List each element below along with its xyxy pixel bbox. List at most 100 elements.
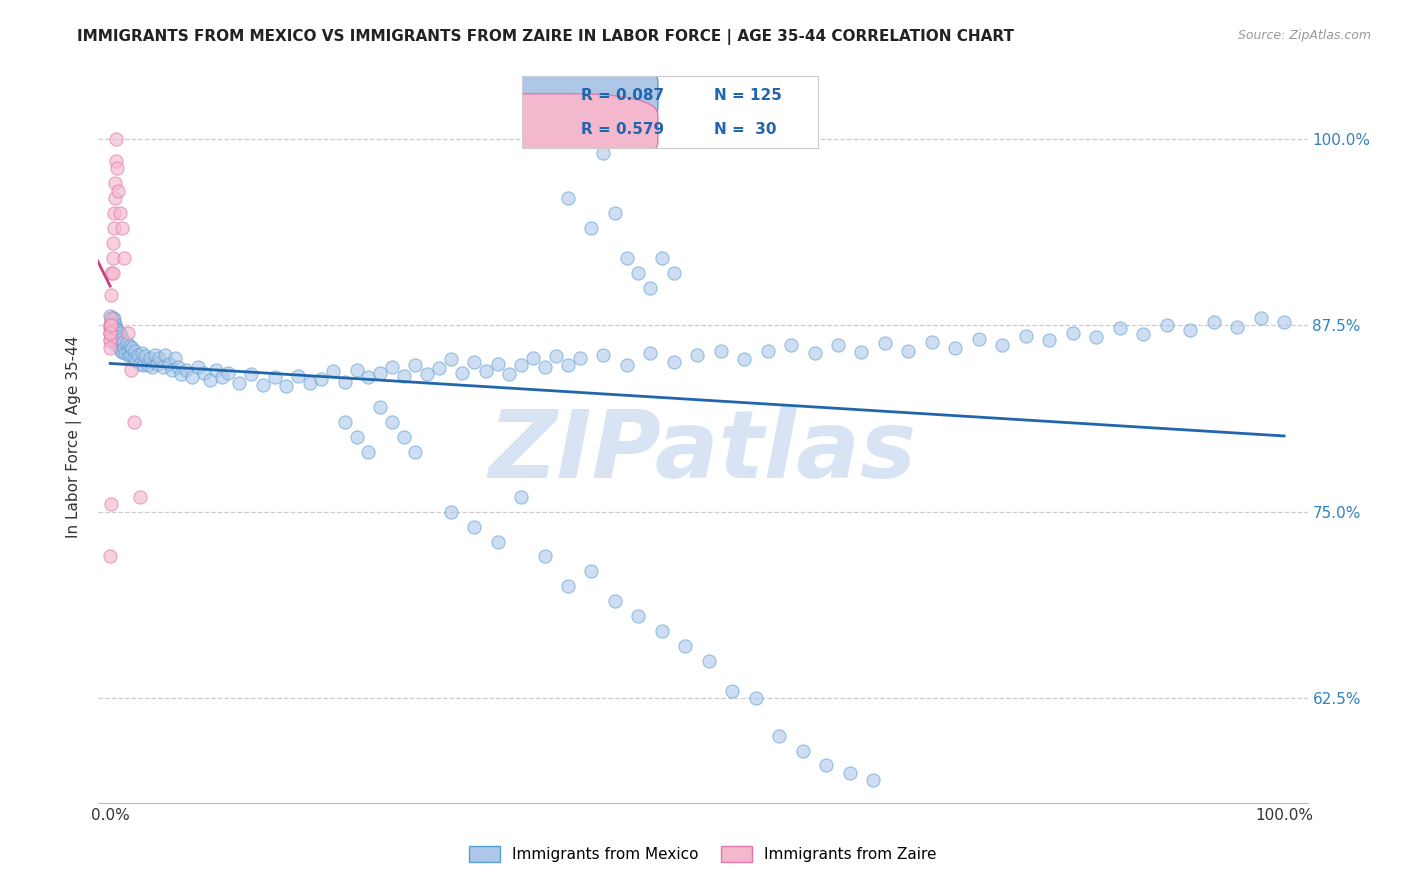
- Point: [128, 357, 150, 371]
- Point: [592, 146, 614, 161]
- Point: [143, 348, 166, 362]
- Point: [105, 323, 128, 337]
- Point: [568, 351, 591, 365]
- Point: [368, 366, 391, 380]
- Point: [851, 345, 873, 359]
- Point: [152, 359, 174, 374]
- Point: [112, 341, 135, 355]
- Point: [115, 336, 138, 351]
- Text: Source: ZipAtlas.com: Source: ZipAtlas.com: [1237, 29, 1371, 42]
- Point: [697, 654, 720, 668]
- Point: [128, 490, 150, 504]
- Point: [780, 337, 803, 351]
- Point: [120, 339, 142, 353]
- Point: [117, 326, 139, 340]
- Point: [122, 415, 145, 429]
- Point: [381, 359, 404, 374]
- Point: [193, 366, 215, 380]
- Point: [873, 336, 896, 351]
- Point: [439, 352, 461, 367]
- Point: [98, 318, 121, 332]
- Point: [710, 343, 733, 358]
- Point: [100, 310, 122, 325]
- Point: [107, 336, 129, 351]
- Point: [404, 359, 426, 373]
- Point: [486, 357, 509, 371]
- Point: [651, 624, 673, 639]
- Point: [603, 206, 626, 220]
- Point: [756, 343, 779, 358]
- Point: [616, 359, 638, 373]
- Text: IMMIGRANTS FROM MEXICO VS IMMIGRANTS FROM ZAIRE IN LABOR FORCE | AGE 35-44 CORRE: IMMIGRANTS FROM MEXICO VS IMMIGRANTS FRO…: [77, 29, 1014, 45]
- Point: [98, 341, 121, 355]
- Point: [111, 221, 134, 235]
- Point: [120, 363, 142, 377]
- Point: [98, 309, 121, 323]
- Point: [114, 346, 136, 360]
- Point: [557, 191, 579, 205]
- Point: [100, 497, 122, 511]
- Point: [100, 327, 122, 342]
- Point: [498, 368, 520, 382]
- Point: [108, 326, 131, 340]
- Point: [298, 376, 321, 391]
- Point: [1132, 327, 1154, 342]
- Point: [439, 505, 461, 519]
- Point: [117, 343, 139, 358]
- Point: [169, 368, 191, 382]
- Point: [662, 355, 685, 369]
- Point: [111, 332, 134, 346]
- Point: [139, 351, 162, 365]
- Point: [557, 579, 579, 593]
- Point: [110, 328, 132, 343]
- Point: [101, 310, 124, 325]
- Point: [100, 288, 122, 302]
- Point: [733, 352, 755, 367]
- Point: [287, 368, 309, 383]
- Point: [486, 534, 509, 549]
- Point: [101, 235, 124, 250]
- Point: [721, 683, 744, 698]
- Point: [146, 357, 169, 371]
- Point: [638, 281, 661, 295]
- Point: [581, 221, 603, 235]
- Point: [686, 348, 709, 362]
- Point: [98, 321, 121, 335]
- Point: [357, 445, 380, 459]
- Point: [105, 332, 128, 346]
- Point: [792, 743, 814, 757]
- Point: [100, 315, 122, 329]
- Point: [427, 361, 450, 376]
- Point: [522, 351, 544, 365]
- Point: [1180, 323, 1202, 337]
- Point: [101, 323, 124, 337]
- Point: [104, 177, 127, 191]
- Point: [217, 366, 239, 380]
- Point: [163, 351, 186, 365]
- Point: [276, 379, 298, 393]
- Point: [167, 359, 190, 374]
- Point: [181, 370, 204, 384]
- Point: [603, 594, 626, 608]
- Point: [100, 266, 122, 280]
- Point: [98, 333, 121, 347]
- Point: [1202, 315, 1225, 329]
- Point: [211, 370, 233, 384]
- Point: [118, 350, 141, 364]
- Point: [1062, 326, 1084, 340]
- Point: [991, 337, 1014, 351]
- Point: [1015, 328, 1038, 343]
- Point: [98, 326, 121, 340]
- Point: [103, 324, 125, 338]
- Point: [1250, 310, 1272, 325]
- Point: [404, 445, 426, 459]
- Point: [103, 206, 125, 220]
- Point: [510, 359, 533, 373]
- Point: [416, 368, 439, 382]
- Point: [162, 363, 184, 377]
- Point: [333, 375, 356, 389]
- Point: [862, 773, 884, 788]
- Point: [110, 343, 132, 358]
- Point: [187, 359, 209, 374]
- Point: [240, 368, 263, 382]
